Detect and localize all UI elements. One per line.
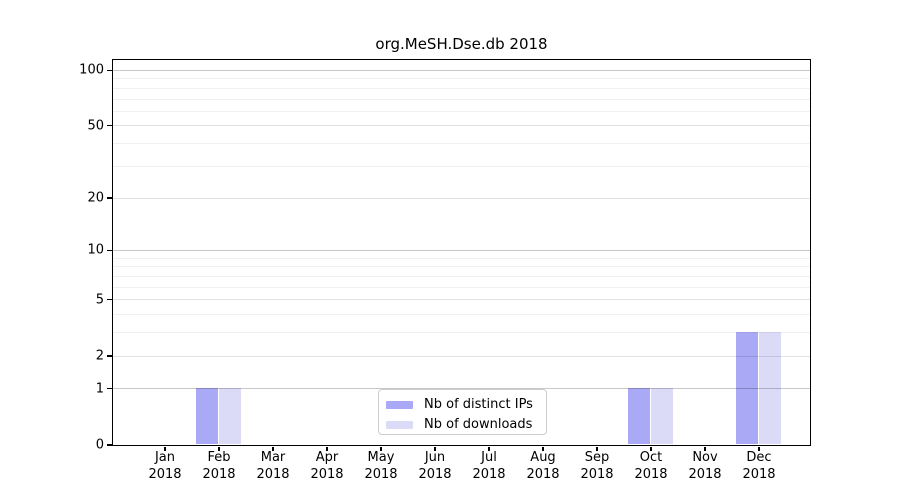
x-tick-mark-apr bbox=[326, 446, 328, 451]
bar-downloads-oct bbox=[650, 388, 673, 445]
x-tick-label-year: 2018 bbox=[310, 466, 344, 482]
x-tick-label-apr: Apr 2018 bbox=[297, 450, 357, 483]
x-tick-label-month: Aug bbox=[530, 450, 556, 465]
legend-label: Nb of downloads bbox=[424, 417, 533, 432]
gridline-y-3 bbox=[112, 332, 810, 333]
y-tick-mark-10 bbox=[106, 249, 112, 252]
y-tick-mark-50 bbox=[106, 124, 112, 127]
gridline-y-7 bbox=[112, 275, 810, 277]
x-tick-mark-nov bbox=[704, 446, 706, 451]
gridline-y-4 bbox=[112, 314, 810, 315]
y-tick-label-0: 0 bbox=[95, 437, 104, 453]
x-tick-label-year: 2018 bbox=[526, 466, 560, 482]
y-tick-mark-20 bbox=[106, 197, 112, 199]
x-tick-label-dec: Dec 2018 bbox=[729, 450, 789, 483]
x-tick-label-year: 2018 bbox=[418, 466, 452, 482]
bar-distinct-ips-feb bbox=[196, 388, 219, 445]
y-tick-mark-5 bbox=[106, 298, 112, 301]
gridline-y-100 bbox=[112, 70, 810, 71]
legend-swatch-distinct-ips bbox=[386, 401, 413, 409]
x-tick-label-may: May 2018 bbox=[351, 450, 411, 483]
x-tick-mark-sep bbox=[596, 446, 598, 451]
gridline-y-1 bbox=[112, 388, 810, 389]
x-tick-label-month: Feb bbox=[207, 450, 231, 465]
x-tick-label-month: Oct bbox=[639, 450, 663, 465]
y-tick-mark-2 bbox=[106, 355, 112, 357]
x-tick-mark-feb bbox=[218, 446, 220, 451]
x-tick-label-mar: Mar 2018 bbox=[243, 450, 303, 483]
gridline-y-40 bbox=[112, 143, 810, 144]
x-tick-mark-jan bbox=[164, 446, 166, 451]
legend-item-distinct-ips: Nb of distinct IPs bbox=[379, 395, 546, 415]
x-tick-mark-oct bbox=[650, 446, 652, 451]
x-tick-label-year: 2018 bbox=[364, 466, 398, 482]
bar-downloads-feb bbox=[218, 388, 241, 445]
legend: Nb of distinct IPs Nb of downloads bbox=[378, 389, 547, 435]
x-tick-label-year: 2018 bbox=[472, 466, 506, 482]
y-tick-label-10: 10 bbox=[87, 242, 104, 258]
gridline-y-8 bbox=[112, 266, 810, 267]
gridline-y-20 bbox=[112, 197, 810, 199]
gridline-y-2 bbox=[112, 355, 810, 357]
y-tick-label-5: 5 bbox=[95, 292, 104, 307]
gridline-y-70 bbox=[112, 98, 810, 100]
x-tick-label-month: Jul bbox=[481, 450, 497, 465]
y-tick-label-100: 100 bbox=[79, 62, 104, 78]
x-tick-label-year: 2018 bbox=[148, 466, 182, 482]
x-tick-label-year: 2018 bbox=[580, 466, 614, 482]
x-tick-label-feb: Feb 2018 bbox=[189, 450, 249, 483]
x-tick-mark-jun bbox=[434, 446, 436, 451]
x-tick-label-month: Mar bbox=[260, 450, 286, 465]
gridline-y-90 bbox=[112, 78, 810, 79]
y-tick-mark-0 bbox=[106, 444, 112, 446]
legend-swatch-downloads bbox=[386, 421, 413, 429]
x-tick-label-year: 2018 bbox=[742, 466, 776, 482]
plot-area bbox=[111, 58, 811, 446]
y-tick-label-1: 1 bbox=[95, 381, 104, 397]
legend-label: Nb of distinct IPs bbox=[424, 397, 533, 412]
bar-distinct-ips-oct bbox=[628, 388, 651, 445]
bar-distinct-ips-dec bbox=[736, 331, 759, 445]
x-tick-mark-dec bbox=[758, 446, 760, 451]
gridline-y-50 bbox=[112, 125, 810, 126]
x-tick-label-nov: Nov 2018 bbox=[675, 450, 735, 483]
gridline-y-60 bbox=[112, 110, 810, 112]
x-tick-label-aug: Aug 2018 bbox=[513, 450, 573, 483]
x-tick-label-oct: Oct 2018 bbox=[621, 450, 681, 483]
chart-title: org.MeSH.Dse.db 2018 bbox=[375, 35, 548, 53]
gridline-y-9 bbox=[112, 257, 810, 259]
x-tick-label-year: 2018 bbox=[256, 466, 290, 482]
x-tick-label-jul: Jul 2018 bbox=[459, 450, 519, 483]
bar-downloads-dec bbox=[758, 331, 781, 445]
x-tick-mark-aug bbox=[542, 446, 544, 451]
legend-item-downloads: Nb of downloads bbox=[379, 415, 546, 435]
gridline-y-30 bbox=[112, 165, 810, 167]
x-tick-label-year: 2018 bbox=[202, 466, 236, 482]
y-tick-label-20: 20 bbox=[87, 190, 104, 206]
x-tick-label-month: Nov bbox=[692, 450, 718, 465]
x-tick-label-year: 2018 bbox=[688, 466, 722, 482]
x-tick-label-month: May bbox=[367, 450, 395, 465]
x-tick-label-month: Jan bbox=[154, 450, 176, 465]
x-tick-label-month: Sep bbox=[584, 450, 610, 465]
y-tick-mark-100 bbox=[106, 69, 112, 71]
gridline-y-10 bbox=[112, 250, 810, 251]
gridline-y-5 bbox=[112, 299, 810, 300]
x-tick-label-jan: Jan 2018 bbox=[135, 450, 195, 483]
x-tick-label-sep: Sep 2018 bbox=[567, 450, 627, 483]
y-tick-mark-1 bbox=[106, 387, 112, 390]
gridline-y-6 bbox=[112, 286, 810, 288]
x-tick-label-jun: Jun 2018 bbox=[405, 450, 465, 483]
x-tick-mark-may bbox=[380, 446, 382, 451]
x-tick-mark-jul bbox=[488, 446, 490, 451]
gridline-y-80 bbox=[112, 87, 810, 89]
x-tick-label-month: Dec bbox=[746, 450, 772, 465]
x-tick-label-year: 2018 bbox=[634, 466, 668, 482]
y-tick-label-2: 2 bbox=[95, 348, 104, 364]
x-tick-label-month: Apr bbox=[315, 450, 339, 465]
x-tick-mark-mar bbox=[272, 446, 274, 451]
x-tick-label-month: Jun bbox=[424, 450, 446, 465]
y-tick-label-50: 50 bbox=[87, 118, 104, 134]
